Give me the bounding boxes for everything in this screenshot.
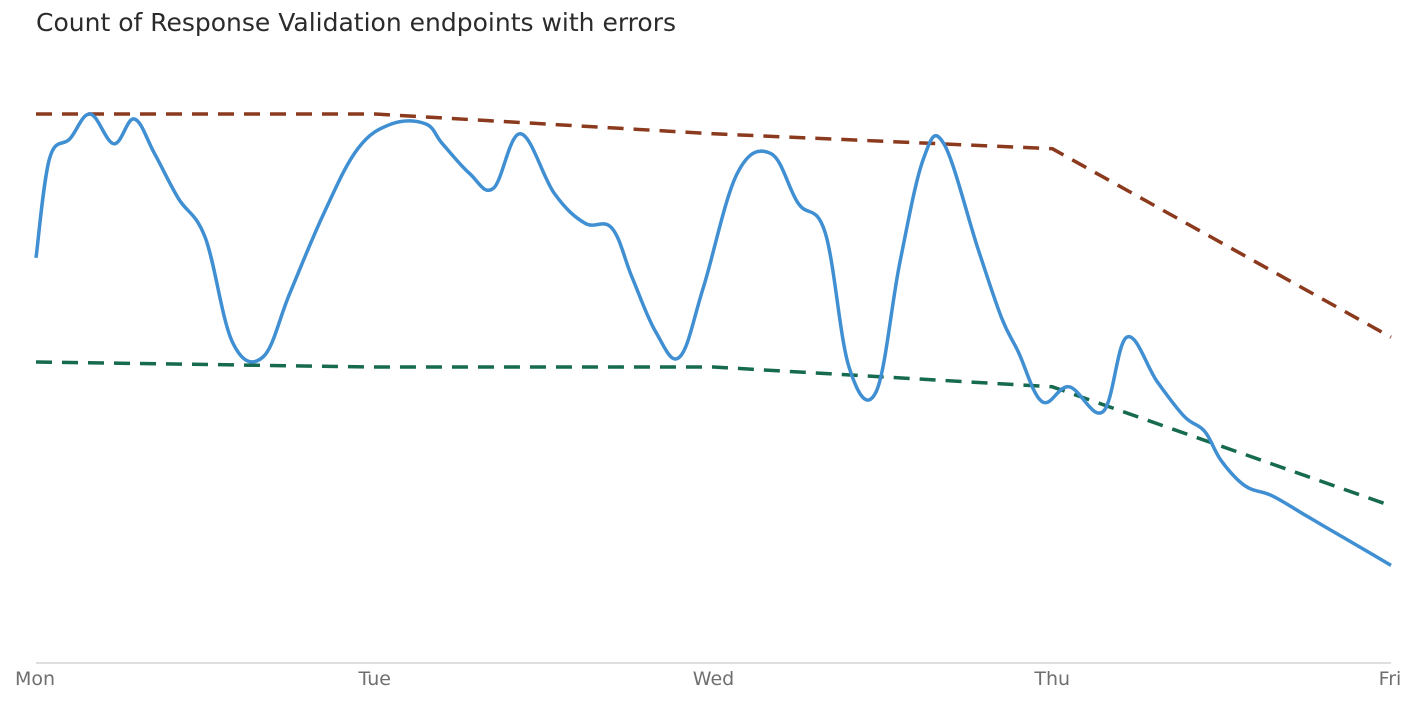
x-tick-labels: Mon Tue Wed Thu Fri	[15, 668, 1401, 690]
x-tick-label: Tue	[358, 668, 391, 690]
series-layer	[34, 112, 1392, 567]
x-tick-label: Fri	[1379, 668, 1402, 690]
series-line-solid	[34, 112, 1392, 567]
x-tick-label: Mon	[15, 668, 55, 690]
series-line-dashed-2	[35, 360, 1392, 508]
series-line-dashed-1	[36, 112, 1392, 339]
x-tick-label: Thu	[1033, 668, 1070, 690]
chart-title: Count of Response Validation endpoints w…	[36, 8, 677, 37]
x-tick-label: Wed	[693, 668, 734, 690]
